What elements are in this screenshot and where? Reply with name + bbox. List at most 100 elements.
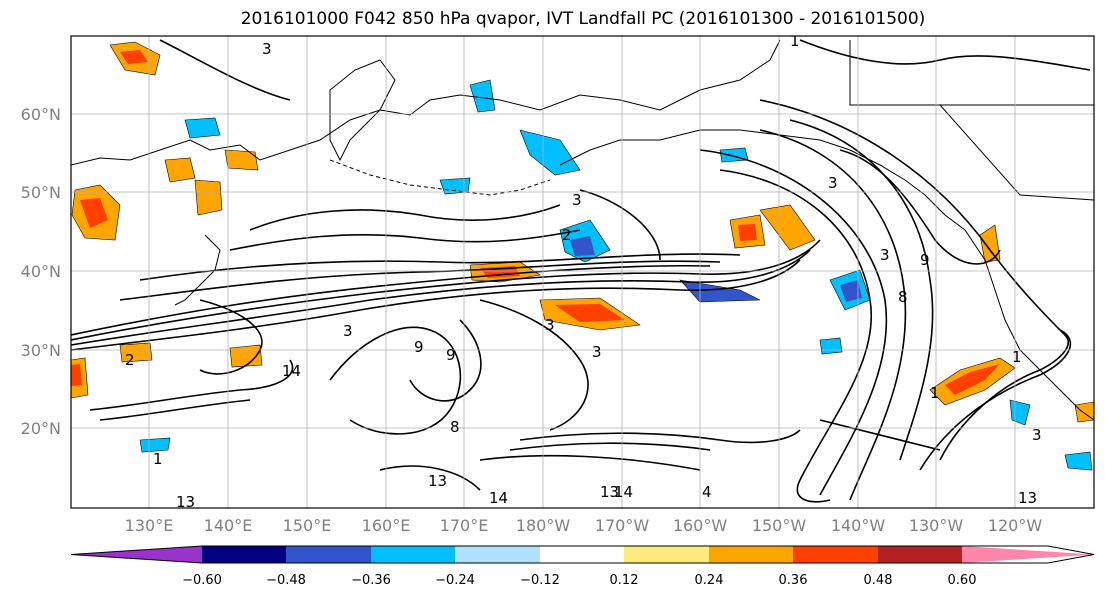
shading-patch [819, 337, 843, 355]
contour-label: 8 [898, 288, 908, 306]
colorbar-segment [540, 546, 624, 563]
contour-line [479, 299, 589, 431]
shading-patch [139, 437, 171, 453]
colorbar-tick-label: −0.36 [351, 573, 391, 588]
contour-label: 3 [592, 343, 602, 361]
border-bc [939, 104, 1094, 201]
contour-label: 3 [828, 174, 838, 192]
colorbar-segment [624, 546, 709, 563]
contour-line [379, 465, 481, 491]
colorbar-segment [455, 546, 540, 563]
shading-patch [519, 129, 581, 176]
contour-label: 2 [125, 351, 135, 369]
contour-line [71, 264, 711, 336]
colorbar-tick-label: 0.48 [864, 573, 893, 588]
contour-label: 3 [545, 316, 555, 334]
shading-patch [119, 342, 153, 363]
shading-patch [164, 157, 196, 183]
lat-label: 50°N [21, 183, 61, 202]
contour-line [819, 419, 941, 451]
colorbar-segment [371, 546, 455, 563]
lon-label: 130°W [909, 516, 964, 535]
contour-line [229, 229, 581, 251]
lat-label: 20°N [21, 419, 61, 438]
graticule [71, 36, 1094, 508]
colorbar-segments [70, 545, 1095, 564]
contour-line [519, 429, 801, 444]
border-canada-us [849, 40, 1094, 106]
lon-label: 150°E [283, 516, 332, 535]
map-panel: 3 1 2 3 3 2 1 3 9 8 3 9 3 14 9 3 8 1 13 … [70, 35, 1095, 511]
contour-line [759, 129, 907, 501]
coastline-japan [174, 234, 221, 306]
lon-label: 120°W [988, 516, 1043, 535]
plot-title: 2016101000 F042 850 hPa qvapor, IVT Land… [241, 9, 926, 29]
shading-patch [194, 179, 223, 216]
contour-line [71, 249, 811, 346]
colorbar-segment [709, 546, 793, 563]
contour-line [99, 399, 251, 421]
contour-label: 14 [282, 362, 301, 380]
contour-label: 3 [572, 191, 582, 209]
colorbar-tick-label: −0.60 [182, 573, 222, 588]
coastline-asia [71, 39, 781, 166]
colorbar-segment [962, 546, 1094, 563]
contour-line [839, 149, 1001, 265]
shading-patch [80, 198, 108, 228]
colorbar-tick-label: 0.24 [695, 573, 724, 588]
lon-label: 160°W [673, 516, 728, 535]
contour-line [71, 259, 801, 351]
contour-line [919, 329, 1072, 471]
lon-label: 170°E [440, 516, 489, 535]
shading-patch [1064, 451, 1093, 471]
aleutians [329, 159, 551, 196]
contour-label: 14 [614, 483, 633, 501]
shading-patch [570, 236, 595, 256]
shading-patch [719, 147, 749, 163]
shading-patch [555, 304, 625, 322]
contour-label: 13 [176, 493, 195, 511]
contour-line [479, 454, 701, 471]
contour-line [409, 319, 482, 402]
lon-labels: 130°E 140°E 150°E 160°E 170°E 180°W 170°… [125, 516, 1043, 535]
shading-patch [738, 224, 757, 241]
contour-line [119, 260, 721, 301]
shading-patch [224, 149, 259, 171]
colorbar-tick-label: 0.36 [779, 573, 808, 588]
contour-label: 2 [562, 226, 572, 244]
coastline-na-west [944, 214, 1094, 421]
contour-line [249, 204, 561, 231]
contour-label: 3 [343, 322, 353, 340]
colorbar-segment [202, 546, 286, 563]
contour-label: 13 [428, 472, 447, 490]
contour-line [579, 189, 661, 261]
colorbar-tick-label: 0.12 [610, 573, 639, 588]
lon-label: 140°E [204, 516, 253, 535]
map-frame [70, 35, 1095, 509]
contour-label: 9 [920, 251, 930, 269]
contour-label: 14 [489, 489, 508, 507]
contour-line [89, 359, 294, 411]
ivt-contours [71, 39, 1091, 503]
colorbar-outline [70, 545, 1095, 564]
contour-label: 1 [1012, 348, 1022, 366]
lat-labels: 60°N 50°N 40°N 30°N 20°N [21, 105, 61, 438]
contour-line [329, 326, 462, 435]
lon-label: 170°W [595, 516, 650, 535]
contour-line [719, 169, 873, 503]
shading-patch [979, 224, 1001, 263]
colorbar-segment [286, 546, 371, 563]
contour-line [159, 39, 291, 101]
shading-patch [229, 344, 263, 368]
shading-patch [759, 204, 816, 251]
shading-patch [1074, 401, 1094, 423]
contour-label: 13 [600, 483, 619, 501]
contour-label: 1 [930, 384, 940, 402]
colorbar-segment [878, 546, 962, 563]
contour-label: 1 [153, 450, 163, 468]
contour-label: 8 [450, 418, 460, 436]
contour-labels: 3 1 2 3 3 2 1 3 9 8 3 9 3 14 9 3 8 1 13 … [125, 36, 1042, 511]
colorbar-tick-label: −0.48 [266, 573, 306, 588]
shading-patch [71, 364, 82, 386]
contour-label: 9 [446, 346, 456, 364]
